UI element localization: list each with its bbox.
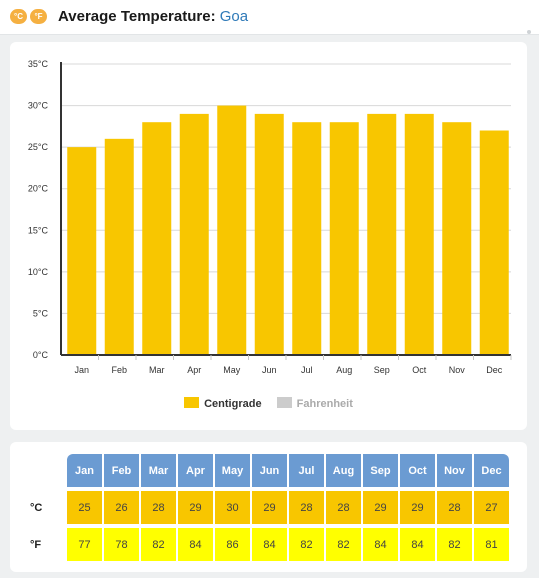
x-tick-label: Jan: [74, 365, 89, 375]
bar-aug: [329, 122, 359, 355]
bar-dec: [479, 130, 509, 355]
month-header-feb: Feb: [104, 454, 139, 487]
fahrenheit-cell: 84: [400, 528, 435, 561]
legend-label-centigrade: Centigrade: [204, 398, 262, 410]
x-tick-label: Jun: [262, 365, 277, 375]
celsius-cell: 28: [437, 491, 472, 524]
chart-card: 0°C 5°C 10°C 15°C 20°C 25°C 30°C 35°C Jan Feb Mar A…: [10, 42, 527, 430]
x-tick-label: Jul: [301, 365, 313, 375]
bar-mar: [142, 122, 172, 355]
month-header-sep: Sep: [363, 454, 398, 487]
table-row-fahrenheit: °F 77 78 82 84 86 84 82 82 84 84 82 81: [30, 528, 509, 561]
celsius-toggle-button[interactable]: °C: [10, 9, 27, 24]
legend-swatch-fahrenheit: [276, 397, 292, 408]
fahrenheit-cell: 81: [474, 528, 509, 561]
x-tick-label: May: [223, 365, 241, 375]
fahrenheit-cell: 84: [252, 528, 287, 561]
y-tick-label: 30°C: [28, 101, 49, 111]
month-header-nov: Nov: [437, 454, 472, 487]
fahrenheit-cell: 77: [67, 528, 102, 561]
legend-swatch-centigrade: [184, 397, 200, 408]
table-corner: [30, 454, 65, 487]
temperature-table-card: Jan Feb Mar Apr May Jun Jul Aug Sep Oct Nov Dec °C …: [10, 442, 527, 572]
month-header-jan: Jan: [67, 454, 102, 487]
bar-apr: [179, 113, 209, 355]
celsius-cell: 28: [289, 491, 324, 524]
x-tick-label: Feb: [111, 365, 127, 375]
celsius-cell: 29: [400, 491, 435, 524]
x-tick-label: Oct: [412, 365, 427, 375]
page-header: °C °F Average Temperature: Goa: [0, 0, 539, 35]
bar-may: [217, 105, 247, 355]
fahrenheit-toggle-button[interactable]: °F: [30, 9, 47, 24]
celsius-cell: 28: [141, 491, 176, 524]
legend-label-fahrenheit: Fahrenheit: [296, 398, 353, 410]
bar-jun: [254, 113, 284, 355]
celsius-cell: 26: [104, 491, 139, 524]
y-tick-label: 10°C: [28, 267, 49, 277]
celsius-cell: 29: [363, 491, 398, 524]
y-tick-label: 5°C: [33, 308, 49, 318]
page-title: Average Temperature: Goa: [58, 8, 248, 25]
x-tick-label: Dec: [486, 365, 503, 375]
title-prefix: Average Temperature:: [58, 8, 216, 25]
celsius-cell: 29: [252, 491, 287, 524]
corner-dot-icon: [527, 30, 531, 34]
bar-nov: [442, 122, 472, 355]
y-tick-label: 20°C: [28, 184, 49, 194]
y-tick-label: 35°C: [28, 59, 49, 69]
table-row-celsius: °C 25 26 28 29 30 29 28 28 29 29 28 27: [30, 491, 509, 524]
fahrenheit-cell: 82: [326, 528, 361, 561]
x-tick-label: Mar: [149, 365, 165, 375]
celsius-cell: 29: [178, 491, 213, 524]
fahrenheit-cell: 82: [141, 528, 176, 561]
fahrenheit-cell: 82: [289, 528, 324, 561]
table-header-row: Jan Feb Mar Apr May Jun Jul Aug Sep Oct Nov Dec: [30, 454, 509, 487]
month-header-mar: Mar: [141, 454, 176, 487]
row-label-fahrenheit: °F: [30, 538, 42, 551]
x-tick-label: Sep: [374, 365, 390, 375]
city-name: Goa: [219, 8, 249, 25]
y-tick-label: 25°C: [28, 142, 49, 152]
y-tick-label: 15°C: [28, 225, 49, 235]
month-header-jun: Jun: [252, 454, 287, 487]
month-header-oct: Oct: [400, 454, 435, 487]
bar-feb: [104, 138, 134, 355]
month-header-jul: Jul: [289, 454, 324, 487]
bar-jul: [292, 122, 322, 355]
bar-jan: [67, 147, 97, 355]
x-tick-label: Nov: [449, 365, 466, 375]
celsius-cell: 28: [326, 491, 361, 524]
month-header-dec: Dec: [474, 454, 509, 487]
chart-legend: Centigrade Fahrenheit: [10, 397, 527, 410]
celsius-cell: 25: [67, 491, 102, 524]
fahrenheit-cell: 84: [178, 528, 213, 561]
fahrenheit-cell: 84: [363, 528, 398, 561]
month-header-apr: Apr: [178, 454, 213, 487]
legend-item-centigrade[interactable]: Centigrade: [184, 397, 262, 410]
fahrenheit-cell: 82: [437, 528, 472, 561]
temperature-bar-chart: 0°C 5°C 10°C 15°C 20°C 25°C 30°C 35°C Jan Feb Mar A…: [28, 59, 512, 375]
fahrenheit-cell: 78: [104, 528, 139, 561]
y-tick-label: 0°C: [33, 350, 49, 360]
temperature-table: Jan Feb Mar Apr May Jun Jul Aug Sep Oct Nov Dec °C …: [28, 454, 511, 561]
month-header-may: May: [215, 454, 250, 487]
row-label-celsius: °C: [30, 501, 43, 514]
x-tick-label: Aug: [336, 365, 352, 375]
x-tick-label: Apr: [187, 365, 201, 375]
bar-sep: [367, 113, 397, 355]
bar-oct: [404, 113, 434, 355]
month-header-aug: Aug: [326, 454, 361, 487]
celsius-cell: 30: [215, 491, 250, 524]
legend-item-fahrenheit[interactable]: Fahrenheit: [276, 397, 353, 410]
celsius-cell: 27: [474, 491, 509, 524]
fahrenheit-cell: 86: [215, 528, 250, 561]
